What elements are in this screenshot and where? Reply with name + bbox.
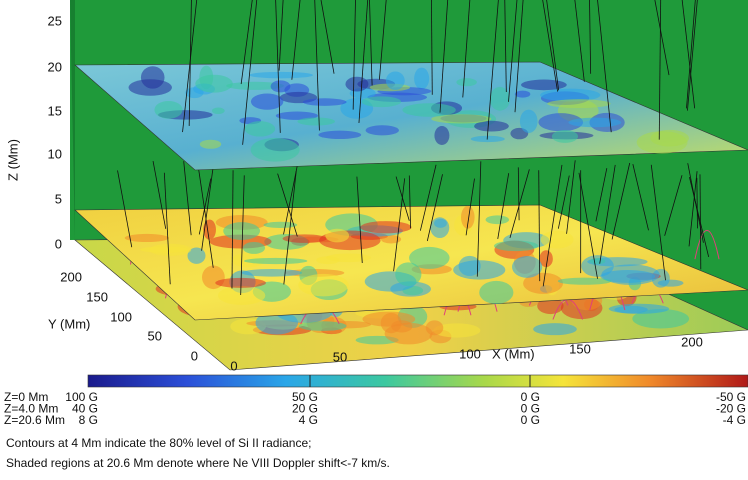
field-blob [245,121,275,136]
field-blob [453,260,505,279]
field-blob [434,126,449,145]
field-blob [297,117,335,125]
x-tick-label: 100 [459,346,481,361]
field-blob [129,79,172,96]
field-blob [200,140,221,149]
field-blob [362,96,402,107]
field-blob [558,278,612,285]
field-blob [318,131,361,139]
z-tick-label: 15 [48,103,62,118]
field-blob [402,103,455,117]
field-blob [590,258,606,264]
z-tick-label: 20 [48,59,62,74]
field-blob [515,91,530,98]
field-blob [195,75,232,93]
colorbar-label: 8 G [79,413,98,427]
field-blob [218,286,265,305]
y-tick-label: 150 [86,289,108,304]
colorbar-row-label: Z=20.6 Mm [4,413,65,427]
caption-line: Shaded regions at 20.6 Mm denote where N… [6,456,390,470]
field-blob [650,130,689,147]
field-blob [263,222,297,228]
field-blob [520,110,538,133]
field-blob [434,219,447,228]
colorbar [88,375,748,387]
field-blob [609,304,669,314]
field-blob [251,93,283,109]
field-blob [154,101,182,119]
field-blob [479,281,513,304]
field-blob [345,77,368,92]
field-blob [512,256,542,278]
field-blob [140,246,188,252]
field-blob [125,234,169,242]
field-blob [494,241,538,252]
field-blob [325,229,349,243]
x-axis-label: X (Mm) [492,346,535,361]
field-blob [316,256,340,264]
x-tick-label: 50 [333,349,347,364]
field-blob [271,80,291,92]
field-blob [456,78,476,86]
y-tick-label: 0 [191,348,198,363]
y-tick-label: 50 [148,328,162,343]
field-blob [409,247,450,269]
caption-line: Contours at 4 Mm indicate the 80% level … [6,436,312,450]
field-blob [360,221,411,233]
field-blob [251,138,300,162]
field-blob [381,313,402,333]
colorbar-label: -4 G [723,413,746,427]
field-blob [521,80,567,91]
colorbar-label: 4 G [299,413,318,427]
field-blob [490,87,510,111]
field-blob [303,98,347,106]
field-blob [244,258,307,264]
field-blob [568,118,621,128]
field-blob [241,269,302,277]
y-tick-label: 200 [60,269,82,284]
colorbar-label: 0 G [521,413,540,427]
field-blob [298,274,348,297]
field-blob [533,323,577,335]
field-blob [299,321,347,331]
field-blob [486,215,510,224]
field-blob [541,231,574,249]
field-blob [223,222,260,240]
field-blob [414,68,429,90]
y-axis-label: Y (Mm) [48,316,90,331]
field-blob [366,125,399,135]
z-tick-label: 25 [48,13,62,28]
x-tick-label: 200 [681,334,703,349]
field-blob [243,242,265,254]
z-tick-label: 0 [55,236,62,251]
x-tick-label: 0 [230,358,237,373]
field-blob [212,107,225,114]
field-blob [386,71,405,89]
z-axis-label: Z (Mm) [5,139,20,181]
field-blob [249,72,313,79]
x-tick-label: 150 [569,341,591,356]
field-blob [547,99,610,108]
field-blob [552,130,578,143]
z-tick-label: 10 [48,146,62,161]
z-tick-label: 5 [55,191,62,206]
y-tick-label: 100 [110,309,132,324]
